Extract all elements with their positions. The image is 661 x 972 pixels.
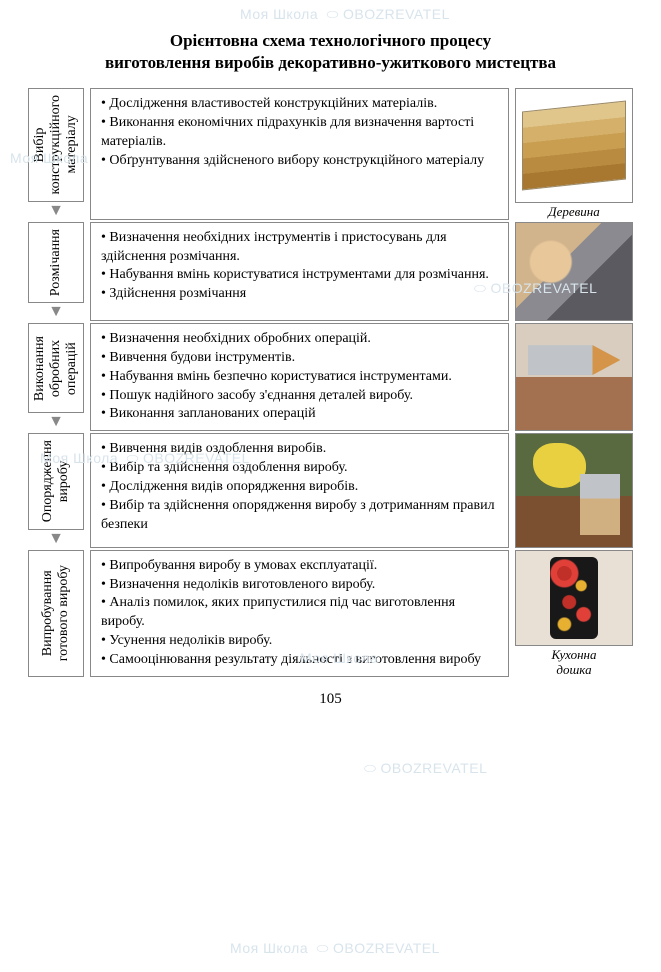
bullet: • Аналіз помилок, яких припустилися під … [101, 594, 498, 632]
watermark: Моя Школа OBOZREVATEL [240, 6, 450, 23]
stage-image-cell [515, 323, 633, 431]
stage-image-cell [515, 222, 633, 321]
stage-label: Випробуванняготового виробу [28, 550, 84, 677]
bullet: • Пошук надійного засобу з'єднання детал… [101, 387, 498, 406]
stage-label: Вибірконструкційногоматеріалу [28, 88, 84, 201]
watermark: OBOZREVATEL [360, 760, 487, 777]
stage-label-cell: Розмічання ▼ [28, 222, 84, 321]
stage-image [515, 88, 633, 203]
stage-content: • Визначення необхідних обробних операці… [90, 323, 509, 431]
arrow-down-icon: ▼ [48, 532, 64, 546]
stage-row: Вибірконструкційногоматеріалу ▼ • Дослід… [28, 88, 633, 219]
stage-image-cell: Деревина [515, 88, 633, 219]
stage-label-cell: Вибірконструкційногоматеріалу ▼ [28, 88, 84, 219]
stage-content: • Вивчення видів оздоблення виробів. • В… [90, 433, 509, 547]
image-caption: Деревина [548, 205, 599, 219]
stage-label-cell: Опорядженнявиробу ▼ [28, 433, 84, 547]
bullet: • Дослідження властивостей конструкційни… [101, 95, 498, 114]
bullet: • Дослідження видів опорядження виробів. [101, 478, 498, 497]
stage-label-cell: Випробуванняготового виробу [28, 550, 84, 677]
arrow-down-icon: ▼ [48, 305, 64, 319]
stage-label: Опорядженнявиробу [28, 433, 84, 529]
stage-row: Випробуванняготового виробу • Випробуван… [28, 550, 633, 677]
image-caption: Кухоннадошка [551, 648, 596, 677]
stage-image [515, 433, 633, 547]
stage-label-cell: Виконанняобробнихоперацій ▼ [28, 323, 84, 431]
bullet: • Виконання запланованих операцій [101, 405, 498, 424]
bullet: • Набування вмінь користуватися інструме… [101, 266, 498, 285]
bullet: • Виконання економічних підрахунків для … [101, 114, 498, 152]
bullet: • Набування вмінь безпечно користуватися… [101, 368, 498, 387]
page-number: 105 [28, 691, 633, 708]
stage-image [515, 323, 633, 431]
bullet: • Визначення необхідних інструментів і п… [101, 229, 498, 267]
arrow-down-icon: ▼ [48, 204, 64, 218]
stage-row: Виконанняобробнихоперацій ▼ • Визначення… [28, 323, 633, 431]
stage-label: Розмічання [28, 222, 84, 303]
watermark: Моя Школа OBOZREVATEL [230, 940, 440, 957]
arrow-down-icon: ▼ [48, 415, 64, 429]
stage-content: • Визначення необхідних інструментів і п… [90, 222, 509, 321]
bullet: • Визначення недоліків виготовленого вир… [101, 576, 498, 595]
stage-image-cell [515, 433, 633, 547]
stage-image-cell: Кухоннадошка [515, 550, 633, 677]
stage-label: Виконанняобробнихоперацій [28, 323, 84, 413]
stage-content: • Випробування виробу в умовах експлуата… [90, 550, 509, 677]
stage-row: Розмічання ▼ • Визначення необхідних інс… [28, 222, 633, 321]
bullet: • Самооцінювання результату діяльності з… [101, 651, 498, 670]
stage-image [515, 550, 633, 647]
bullet: • Вивчення будови інструментів. [101, 349, 498, 368]
stage-row: Опорядженнявиробу ▼ • Вивчення видів озд… [28, 433, 633, 547]
bullet: • Обґрунтування здійсненого вибору конст… [101, 152, 498, 171]
bullet: • Вибір та здійснення опорядження виробу… [101, 497, 498, 535]
stage-content: • Дослідження властивостей конструкційни… [90, 88, 509, 219]
bullet: • Вивчення видів оздоблення виробів. [101, 440, 498, 459]
bullet: • Випробування виробу в умовах експлуата… [101, 557, 498, 576]
bullet: • Визначення необхідних обробних операці… [101, 330, 498, 349]
stage-image [515, 222, 633, 321]
bullet: • Вибір та здійснення оздоблення виробу. [101, 459, 498, 478]
bullet: • Здійснення розмічання [101, 285, 498, 304]
bullet: • Усунення недоліків виробу. [101, 632, 498, 651]
process-table: Вибірконструкційногоматеріалу ▼ • Дослід… [28, 88, 633, 679]
page-title: Орієнтовна схема технологічного процесу … [28, 30, 633, 74]
